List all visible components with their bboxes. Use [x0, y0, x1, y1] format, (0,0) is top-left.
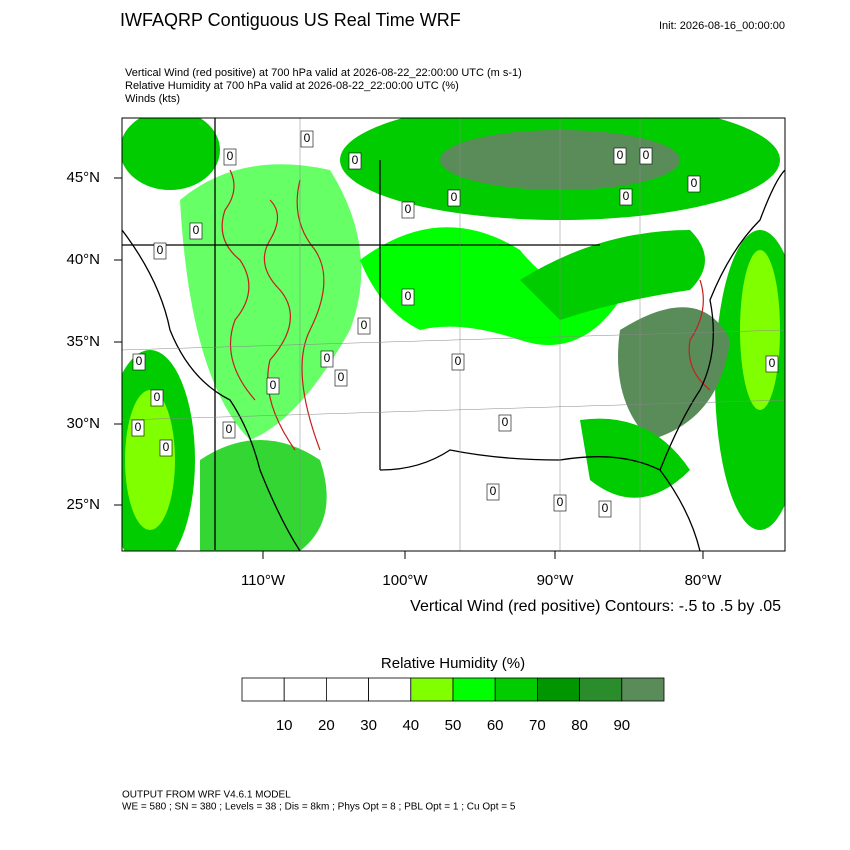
map-frame [121, 117, 786, 552]
contour-label-box [348, 152, 362, 170]
contour-label-box [357, 317, 371, 335]
contour-label: 0 [502, 415, 509, 429]
contour-label-box [401, 201, 415, 219]
colorbar-box [410, 677, 454, 702]
contour-label: 0 [361, 318, 368, 332]
contour-label-box [553, 494, 567, 512]
contour-label: 0 [769, 356, 776, 370]
contour-label: 0 [304, 131, 311, 145]
contour-label: 0 [226, 422, 233, 436]
subtitle-line: Relative Humidity at 700 hPa valid at 20… [125, 80, 459, 92]
colorbar-label: 20 [318, 717, 335, 734]
contour-label: 0 [455, 354, 462, 368]
contour-label-box [266, 377, 280, 395]
contour-label-box [153, 242, 167, 260]
contour-label: 0 [157, 243, 164, 257]
contour-label: 0 [623, 189, 630, 203]
colorbar-label: 60 [487, 717, 504, 734]
contour-label-box [451, 353, 465, 371]
contour-label: 0 [136, 354, 143, 368]
contour-label: 0 [451, 190, 458, 204]
lon-label: 80°W [685, 572, 723, 589]
contour-label: 0 [490, 484, 497, 498]
colorbar-box [621, 677, 665, 702]
contour-label-box [131, 419, 145, 437]
contour-label-box [619, 188, 633, 206]
colorbar-label: 10 [276, 717, 293, 734]
contour-label-box [300, 130, 314, 148]
title: IWFAQRP Contiguous US Real Time WRF [120, 10, 461, 30]
colorbar-box [452, 677, 496, 702]
map: 0 0 0 0 0 0 0 0 0 0 0 0 0 0 0 0 0 0 0 0 0 0 0 0 0 0 0 [122, 118, 785, 551]
contour-label-box [639, 147, 653, 165]
lat-label: 25°N [66, 496, 100, 513]
contour-label-box [447, 189, 461, 207]
lat-label: 30°N [66, 415, 100, 432]
contour-label-box [765, 355, 779, 373]
contour-label: 0 [405, 289, 412, 303]
colorbar-box [537, 677, 581, 702]
contour-label: 0 [557, 495, 564, 509]
contour-label-box [486, 483, 500, 501]
contour-label: 0 [135, 420, 142, 434]
contour-label: 0 [227, 149, 234, 163]
colorbar-label: 80 [571, 717, 588, 734]
contour-label: 0 [193, 223, 200, 237]
lat-label: 45°N [66, 169, 100, 186]
contour-label: 0 [324, 351, 331, 365]
contour-label: 0 [163, 440, 170, 454]
contour-label: 0 [270, 378, 277, 392]
contour-label: 0 [602, 501, 609, 515]
contour-label-box [320, 350, 334, 368]
colorbar-box [368, 677, 412, 702]
colorbar-label: 90 [613, 717, 630, 734]
contour-label: 0 [338, 370, 345, 384]
colorbar-label: 30 [360, 717, 377, 734]
contour-label-box [132, 353, 146, 371]
contour-label-box [687, 175, 701, 193]
colorbar-label: 50 [445, 717, 462, 734]
colorbar-box [241, 677, 285, 702]
contour-label: 0 [352, 153, 359, 167]
lon-label: 100°W [382, 572, 428, 589]
contour-label-box [334, 369, 348, 387]
colorbar-box [494, 677, 538, 702]
colorbar-box [325, 677, 369, 702]
contour-label-box [189, 222, 203, 240]
contour-label-box [150, 389, 164, 407]
colorbar-label: 70 [529, 717, 546, 734]
subtitle-line: Winds (kts) [125, 93, 180, 105]
contour-label-box [223, 148, 237, 166]
contour-label-box [222, 421, 236, 439]
colorbar-title: Relative Humidity (%) [381, 655, 525, 672]
lat-label: 40°N [66, 251, 100, 268]
contour-label-box [401, 288, 415, 306]
contour-label-box [159, 439, 173, 457]
contour-label-box [613, 147, 627, 165]
subtitle-line: Vertical Wind (red positive) at 700 hPa … [125, 67, 522, 79]
contour-label: 0 [691, 176, 698, 190]
contour-label: 0 [617, 148, 624, 162]
footer-line: WE = 580 ; SN = 380 ; Levels = 38 ; Dis … [122, 802, 516, 813]
lon-label: 90°W [537, 572, 575, 589]
contour-label-box [598, 500, 612, 518]
colorbar-box [579, 677, 623, 702]
footer-line: OUTPUT FROM WRF V4.6.1 MODEL [122, 790, 291, 801]
colorbar-box [283, 677, 327, 702]
lon-label: 110°W [241, 572, 286, 589]
contour-note: Vertical Wind (red positive) Contours: -… [410, 598, 781, 615]
init-time: Init: 2026-08-16_00:00:00 [659, 20, 785, 32]
colorbar-label: 40 [402, 717, 419, 734]
contour-label: 0 [154, 390, 161, 404]
contour-label-box [498, 414, 512, 432]
contour-label: 0 [643, 148, 650, 162]
lat-label: 35°N [66, 333, 100, 350]
contour-label: 0 [405, 202, 412, 216]
